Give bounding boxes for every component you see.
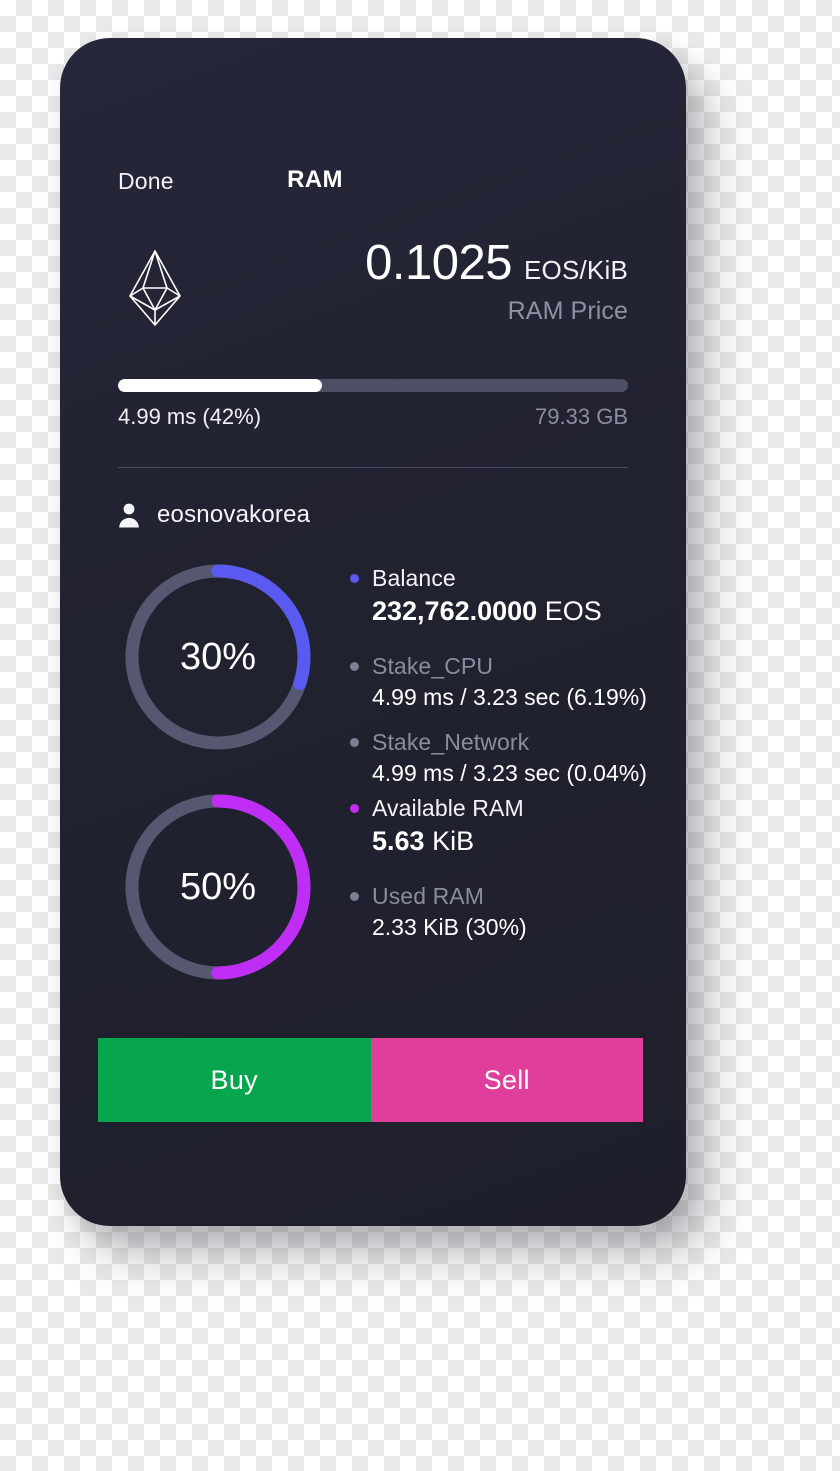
progress-fill: [118, 379, 322, 392]
balance-card: 30% Balance 232,762.0000 EOS: [118, 557, 647, 787]
legend-dot-grey-icon: [350, 892, 359, 901]
legend-dot-purple-icon: [350, 804, 359, 813]
legend-value-balance: 232,762.0000 EOS: [372, 596, 647, 627]
balance-amount: 232,762.0000: [372, 596, 538, 626]
legend-label-used-ram: Used RAM: [372, 883, 484, 909]
ram-legend: Available RAM 5.63 KiB Used RAM 2.33 KiB…: [318, 787, 628, 941]
balance-unit: EOS: [544, 596, 602, 626]
progress-used-label: 4.99 ms (42%): [118, 404, 262, 429]
legend-item-available-ram: Available RAM 5.63 KiB: [350, 795, 628, 857]
app-screen: Done RAM: [60, 38, 686, 1226]
progress-track[interactable]: [118, 379, 628, 392]
legend-label-stake-network: Stake_Network: [372, 729, 530, 755]
ram-donut-chart: 50%: [118, 787, 318, 987]
legend-item-balance: Balance 232,762.0000 EOS: [350, 565, 647, 627]
ram-price-unit: EOS/KiB: [524, 255, 628, 285]
legend-item-used-ram: Used RAM 2.33 KiB (30%): [350, 883, 628, 941]
legend-dot-grey-icon: [350, 738, 359, 747]
price-readout: 0.1025 EOS/KiB RAM Price: [365, 236, 628, 326]
eos-logo-icon: [124, 248, 186, 328]
legend-label-available-ram: Available RAM: [372, 795, 524, 821]
legend-item-stake-cpu: Stake_CPU 4.99 ms / 3.23 sec (6.19%): [350, 653, 647, 711]
legend-value-available-ram: 5.63 KiB: [372, 826, 628, 857]
legend-label-balance: Balance: [372, 565, 456, 591]
legend-item-stake-network: Stake_Network 4.99 ms / 3.23 sec (0.04%): [350, 729, 647, 787]
phone-frame: Done RAM: [60, 38, 686, 1226]
resource-progress-section: 4.99 ms (42%) 79.33 GB: [118, 379, 628, 430]
section-divider: [118, 467, 628, 468]
legend-value-stake-network: 4.99 ms / 3.23 sec (0.04%): [372, 760, 647, 786]
available-ram-amount: 5.63: [372, 826, 425, 856]
progress-total-label: 79.33 GB: [535, 404, 628, 429]
legend-value-used-ram: 2.33 KiB (30%): [372, 914, 527, 940]
ram-donut-percent: 50%: [179, 865, 257, 908]
account-row[interactable]: eosnovakorea: [118, 501, 310, 529]
buy-button[interactable]: Buy: [98, 1038, 371, 1122]
navigation-bar: Done RAM: [118, 164, 628, 204]
balance-donut-percent: 30%: [179, 635, 257, 678]
available-ram-unit: KiB: [432, 826, 475, 856]
legend-label-stake-cpu: Stake_CPU: [372, 653, 494, 679]
account-name: eosnovakorea: [157, 501, 311, 528]
done-button[interactable]: Done: [118, 168, 174, 194]
legend-dot-grey-icon: [350, 662, 359, 671]
person-icon: [118, 502, 140, 528]
balance-legend: Balance 232,762.0000 EOS Stake_CPU 4.99 …: [318, 557, 647, 787]
ram-card: 50% Available RAM 5.63 KiB: [118, 787, 628, 987]
page-title: RAM: [287, 166, 343, 193]
ram-price-section: 0.1025 EOS/KiB RAM Price: [118, 236, 628, 348]
action-button-bar: Buy Sell: [98, 1038, 643, 1122]
legend-value-stake-cpu: 4.99 ms / 3.23 sec (6.19%): [372, 684, 647, 710]
ram-price-caption: RAM Price: [507, 297, 628, 326]
legend-dot-blue-icon: [350, 574, 359, 583]
progress-labels: 4.99 ms (42%) 79.33 GB: [118, 404, 628, 430]
balance-donut-chart: 30%: [118, 557, 318, 757]
ram-price-value: 0.1025: [365, 236, 512, 290]
sell-button[interactable]: Sell: [370, 1038, 643, 1122]
